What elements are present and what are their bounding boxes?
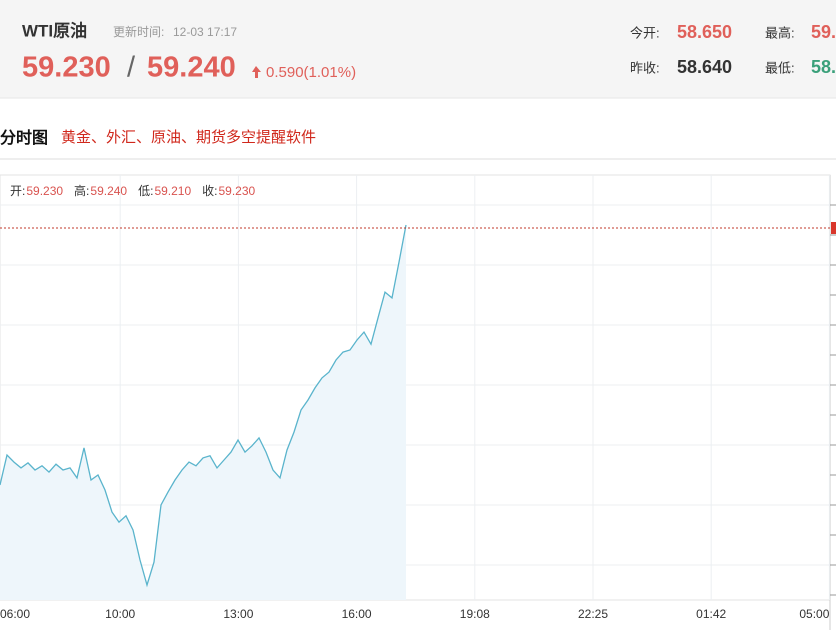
stat-value: 59.	[811, 22, 836, 42]
section-title: 分时图	[0, 129, 48, 147]
x-tick-label: 10:00	[105, 607, 135, 621]
stat-label: 今开:	[630, 25, 660, 40]
info-label: 低:	[138, 184, 153, 198]
x-tick-label: 06:00	[0, 607, 30, 621]
info-value: 59.210	[154, 184, 191, 198]
x-tick-label: 19:08	[460, 607, 490, 621]
price-line	[0, 224, 407, 588]
price-separator: /	[127, 52, 136, 84]
info-value: 59.230	[26, 184, 63, 198]
update-time: 12-03 17:17	[173, 25, 237, 39]
info-label: 收:	[202, 184, 217, 198]
stat-value: 58.640	[677, 57, 732, 77]
info-label: 开:	[10, 184, 25, 198]
info-value: 59.230	[218, 184, 255, 198]
instrument-name: WTI原油	[22, 20, 87, 40]
price-area	[0, 225, 406, 600]
ask-price: 59.240	[147, 52, 236, 84]
info-value: 59.240	[90, 184, 127, 198]
chart-frame	[0, 174, 831, 601]
chart: 06:00 10:00 13:00 16:00 19:08 22:25 01:42 05:00…	[0, 175, 836, 621]
stat-label: 最低:	[765, 60, 795, 75]
x-tick-label: 16:00	[342, 607, 372, 621]
last-price-marker	[831, 222, 836, 234]
x-tick-label: 22:25	[578, 607, 608, 621]
header-bg	[0, 0, 836, 98]
stat-label: 最高:	[765, 25, 795, 40]
price-change: 0.590(1.01%)	[266, 64, 356, 81]
x-tick-label: 13:00	[223, 607, 253, 621]
x-tick-label: 01:42	[696, 607, 726, 621]
x-tick-label: 05:00	[799, 607, 829, 621]
stat-value: 58.	[811, 57, 836, 77]
update-label: 更新时间:	[113, 24, 164, 39]
info-label: 高:	[74, 183, 89, 198]
up-arrow	[252, 66, 261, 78]
alert-link[interactable]: 黄金、外汇、原油、期货多空提醒软件	[61, 129, 316, 146]
stat-value: 58.650	[677, 22, 732, 42]
bid-price: 59.230	[22, 52, 111, 84]
stat-label: 昨收:	[630, 60, 660, 75]
